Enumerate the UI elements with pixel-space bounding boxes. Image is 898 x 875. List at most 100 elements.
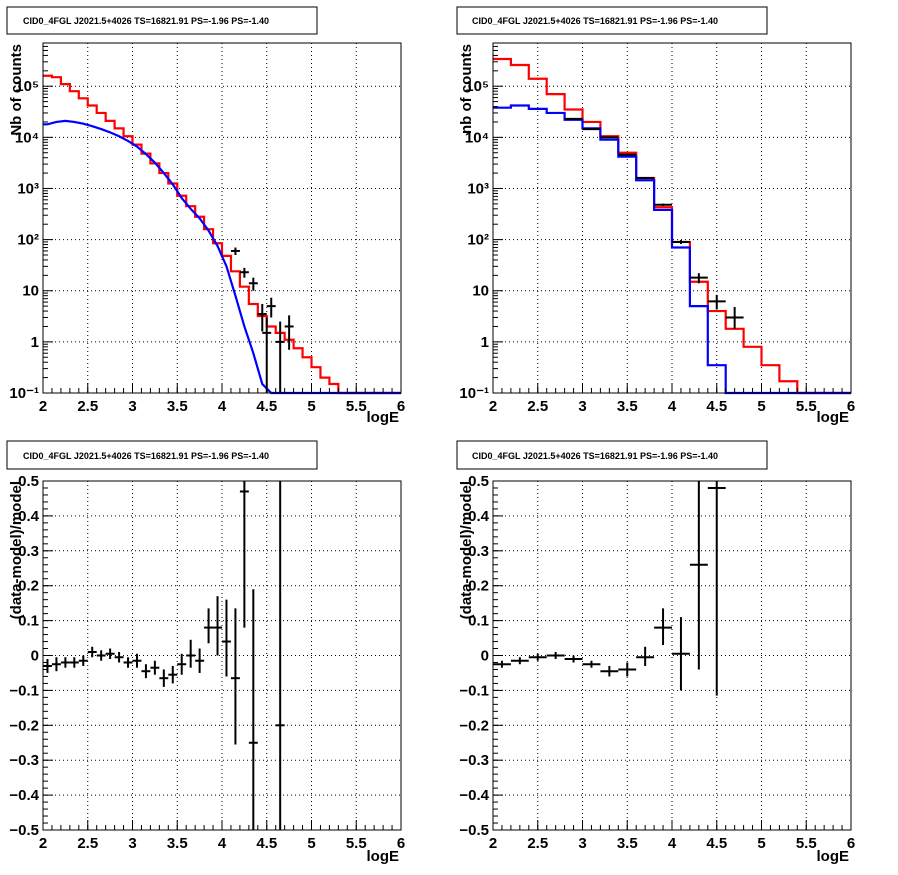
data-point: [43, 658, 52, 673]
data-point: [168, 665, 178, 684]
y-tick-label: 10: [22, 283, 39, 300]
data-point: [204, 608, 214, 644]
y-tick-label: 10³: [467, 180, 489, 197]
x-tick-label: 5: [757, 398, 765, 415]
data-point: [105, 648, 115, 659]
data-point: [114, 652, 124, 663]
y-tick-label: 10³: [17, 180, 39, 197]
x-tick-label: 3: [578, 398, 586, 415]
panel-counts-fine: CID0_4FGL J2021.5+4026 TS=16821.91 PS=-1…: [6, 6, 405, 426]
x-tick-label: 4.5: [706, 398, 727, 415]
y-tick-label: 0.5: [468, 473, 489, 490]
x-axis-label: logE: [817, 848, 850, 865]
data-point: [248, 589, 258, 830]
y-tick-label: 0.2: [468, 578, 489, 595]
x-tick-label: 4: [668, 835, 677, 852]
data-point: [222, 599, 231, 677]
panel-title-box: [6, 440, 318, 470]
y-tick-label: −0.3: [459, 752, 489, 769]
y-axis-label: Nb of counts: [8, 44, 25, 136]
data-point: [69, 657, 79, 668]
x-tick-label: 3: [128, 398, 136, 415]
data-point: [600, 665, 619, 677]
data-point: [618, 662, 637, 677]
y-tick-label: 0.2: [18, 578, 39, 595]
data-point: [230, 608, 240, 745]
axis-ticks: 2 2.5 3 3.5 4 4.5 5 5.5 6 10⁻¹ 1 10 10² 10³ 10⁴ 10⁵: [9, 42, 405, 415]
data-point: [636, 646, 655, 666]
data-point: [689, 273, 708, 284]
x-tick-label: 4: [218, 835, 227, 852]
y-tick-label: −0.2: [9, 717, 39, 734]
data-point: [600, 136, 619, 139]
x-axis-label: logE: [817, 409, 850, 426]
x-tick-label: 5.5: [346, 398, 367, 415]
panel-residuals-coarse: CID0_4FGL J2021.5+4026 TS=16821.91 PS=-1…: [456, 440, 855, 865]
data-point: [123, 657, 133, 668]
x-tick-label: 3: [128, 835, 136, 852]
x-tick-label: 4.5: [256, 398, 277, 415]
y-axis-label: (data-model)/model: [458, 481, 475, 619]
axis-ticks: 2 2.5 3 3.5 4 4.5 5 5.5 6 −0.5 −0.4 −0.3 −0.2 −0.1 0 0.…: [459, 473, 855, 852]
x-tick-label: 5: [757, 835, 765, 852]
x-tick-label: 6: [847, 398, 855, 415]
model-source-histogram: [43, 119, 401, 395]
x-axis-label: logE: [367, 848, 400, 865]
data-point: [654, 203, 672, 206]
x-tick-label: 2: [39, 398, 47, 415]
data-point: [275, 481, 285, 830]
panel-title: CID0_4FGL J2021.5+4026 TS=16821.91 PS=-1…: [472, 16, 718, 26]
y-tick-label: 1: [481, 334, 489, 351]
data-point: [78, 655, 88, 666]
x-tick-label: 5.5: [346, 835, 367, 852]
data-point: [582, 128, 601, 131]
y-tick-label: 0: [31, 648, 39, 665]
data-point: [510, 657, 529, 665]
y-tick-label: −0.1: [459, 682, 489, 699]
axis-ticks: 2 2.5 3 3.5 4 4.5 5 5.5 6 10⁻¹ 1 10 10² 10³ 10⁴ 10⁵: [459, 42, 855, 415]
y-tick-label: 10⁵: [15, 78, 39, 95]
x-tick-label: 2: [489, 835, 497, 852]
plot-marks: [493, 57, 851, 395]
panel-residuals-fine: CID0_4FGL J2021.5+4026 TS=16821.91 PS=-1…: [6, 440, 405, 865]
panel-title-box: [6, 6, 318, 35]
x-tick-label: 5.5: [796, 398, 817, 415]
panel-title-box: [456, 6, 768, 35]
data-point: [493, 660, 511, 668]
y-axis-label: (data-model)/model: [8, 481, 25, 619]
y-tick-label: 10⁻¹: [9, 385, 39, 402]
data-point: [60, 657, 70, 668]
data-point: [654, 608, 672, 646]
data-point: [266, 297, 276, 318]
data-point: [87, 646, 97, 658]
data-point: [195, 648, 205, 673]
y-axis-label: nb of counts: [458, 44, 475, 134]
model-total-histogram: [493, 57, 851, 395]
data-point: [239, 481, 249, 628]
x-tick-label: 5: [307, 835, 315, 852]
x-tick-label: 3: [578, 835, 586, 852]
x-tick-label: 5.5: [796, 835, 817, 852]
panel-title: CID0_4FGL J2021.5+4026 TS=16821.91 PS=-1…: [23, 16, 269, 26]
data-point: [248, 277, 258, 291]
x-tick-label: 6: [397, 835, 405, 852]
x-tick-label: 5: [307, 398, 315, 415]
data-point: [51, 657, 61, 672]
x-tick-label: 4: [668, 398, 677, 415]
data-point: [672, 617, 690, 691]
data-point: [159, 669, 169, 687]
data-point: [262, 317, 272, 393]
y-tick-label: 10²: [17, 232, 39, 249]
data-point: [707, 294, 726, 310]
x-tick-label: 2: [39, 835, 47, 852]
y-tick-label: 10⁴: [465, 129, 489, 146]
panel-counts-coarse: CID0_4FGL J2021.5+4026 TS=16821.91 PS=-1…: [456, 6, 855, 426]
y-tick-label: 10: [472, 283, 489, 300]
y-tick-label: 0.1: [468, 613, 489, 630]
y-tick-label: 0.1: [18, 613, 39, 630]
data-point: [528, 653, 547, 661]
data-point: [546, 652, 565, 659]
y-tick-label: −0.5: [9, 822, 39, 839]
data-point: [725, 307, 744, 329]
y-tick-label: 0.4: [468, 508, 490, 525]
